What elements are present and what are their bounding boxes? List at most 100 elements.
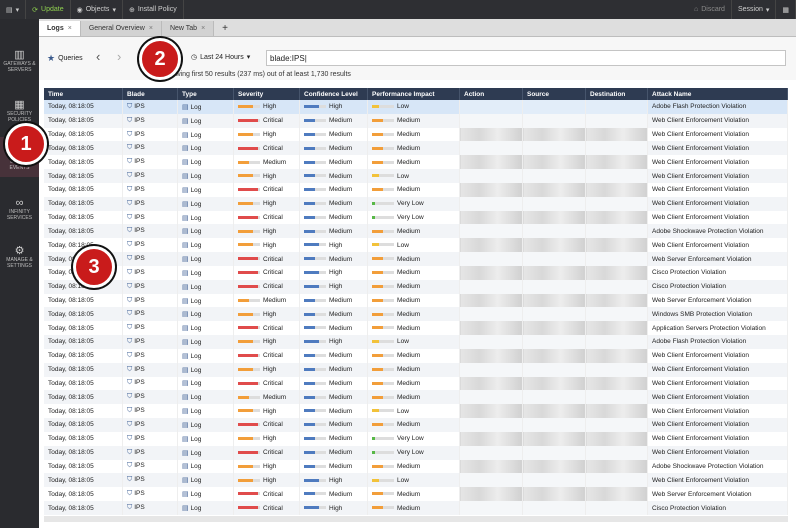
table-row[interactable]: Today, 08:18:05 ⛉ IPS ▤ Log High Medium Mediu… xyxy=(44,362,788,377)
table-row[interactable]: Today, 08:18:05 ⛉ IPS ▤ Log Critical Medium M… xyxy=(44,252,788,266)
shield-icon: ⛉ xyxy=(127,420,135,428)
nav-security-policies[interactable]: ▦ SECURITY POLICIES xyxy=(0,99,39,123)
table-row[interactable]: Today, 08:18:05 ⛉ IPS ▤ Log Critical Medium M… xyxy=(44,348,788,363)
table-row[interactable]: Today, 08:18:05 ⛉ IPS ▤ Log Critical Medium M… xyxy=(44,141,788,156)
level-bar xyxy=(372,298,394,302)
cell-confidence: High xyxy=(299,335,368,349)
table-row[interactable]: Today, 08:18:05 ⛉ IPS ▤ Log Critical High Med… xyxy=(44,501,788,515)
tab-logs[interactable]: Logs × xyxy=(39,21,81,36)
nav-gateways[interactable]: ▥ GATEWAYS & SERVERS xyxy=(0,49,39,73)
col-attack-name[interactable]: Attack Name xyxy=(647,88,788,100)
app-menu-button[interactable]: ▤ ▾ xyxy=(0,0,27,19)
table-row[interactable]: Today, 08:18:05 ⛉ IPS ▤ Log Critical High Med… xyxy=(44,279,788,294)
cell-type: ▤ Log xyxy=(177,376,234,391)
cell-confidence-text: High xyxy=(329,338,343,346)
table-row[interactable]: Today, 08:18:05 ⛉ IPS ▤ Log High Medium Low We… xyxy=(44,169,788,183)
table-row[interactable]: Today, 08:18:05 ⛉ IPS ▤ Log Critical Medium M… xyxy=(44,113,788,128)
cell-severity: Critical xyxy=(233,279,300,294)
cell-performance-text: Medium xyxy=(397,131,421,139)
tab-new[interactable]: New Tab × xyxy=(161,21,215,36)
session-menu[interactable]: Session ▾ xyxy=(732,0,777,19)
col-type[interactable]: Type xyxy=(177,88,234,100)
nav-manage-settings[interactable]: ⚙ MANAGE & SETTINGS xyxy=(0,245,39,269)
table-row[interactable]: Today, 08:18:05 ⛉ IPS ▤ Log High High Low Web … xyxy=(44,238,788,253)
close-icon[interactable]: × xyxy=(67,25,72,32)
update-button[interactable]: ⟳ Update xyxy=(26,0,71,19)
col-confidence[interactable]: Confidence Level xyxy=(299,88,368,100)
level-bar xyxy=(304,271,326,275)
install-policy-button[interactable]: ⊕ Install Policy xyxy=(123,0,184,19)
nav-infinity-services[interactable]: ∞ INFINITY SERVICES xyxy=(0,197,39,221)
cell-action xyxy=(459,265,523,280)
discard-button[interactable]: ⌂ Discard xyxy=(688,0,732,19)
table-row[interactable]: Today, 08:18:05 ⛉ IPS ▤ Log High Medium Mediu… xyxy=(44,224,788,239)
table-row[interactable]: Today, 08:18:05 ⛉ IPS ▤ Log High Medium Mediu… xyxy=(44,307,788,322)
level-bar xyxy=(238,506,260,510)
table-row[interactable]: Today, 08:18:05 ⛉ IPS ▤ Log High Medium Very … xyxy=(44,431,788,446)
infinity-icon: ∞ xyxy=(15,197,24,209)
col-time[interactable]: Time xyxy=(44,88,123,100)
log-icon: ▤ xyxy=(182,352,191,360)
cell-time: Today, 08:18:05 xyxy=(44,418,123,432)
table-row[interactable]: Today, 08:18:05 ⛉ IPS ▤ Log High Medium Mediu… xyxy=(44,459,788,474)
cell-severity: Critical xyxy=(233,418,300,432)
table-row[interactable]: Today, 08:18:05 ⛉ IPS ▤ Log Critical Medium M… xyxy=(44,321,788,336)
col-performance[interactable]: Performance Impact xyxy=(367,88,460,100)
close-icon[interactable]: × xyxy=(201,25,206,32)
table-row[interactable]: Today, 08:18:05 ⛉ IPS ▤ Log High High Low Adob… xyxy=(44,100,788,114)
search-input[interactable]: blade:IPS| xyxy=(266,50,786,66)
cell-performance: Low xyxy=(367,404,460,419)
table-row[interactable]: Today, 08:18:05 ⛉ IPS ▤ Log Critical Medium M… xyxy=(44,376,788,391)
level-bar xyxy=(372,284,394,288)
cell-action xyxy=(459,141,523,156)
cell-confidence-text: Medium xyxy=(329,407,353,415)
forward-button[interactable]: › xyxy=(117,49,121,64)
cell-severity: Critical xyxy=(233,376,300,391)
close-icon[interactable]: × xyxy=(148,25,153,32)
table-row[interactable]: Today, 08:18:05 ⛉ IPS ▤ Log High High Low Web … xyxy=(44,473,788,488)
table-row[interactable]: Today, 08:18:05 ⛉ IPS ▤ Log High Medium Low We… xyxy=(44,404,788,419)
cell-blade: ⛉ IPS xyxy=(122,113,178,128)
cell-confidence-text: High xyxy=(329,476,343,484)
table-row[interactable]: Today, 08:18:05 ⛉ IPS ▤ Log High Medium Very … xyxy=(44,196,788,211)
table-row[interactable]: Today, 08:18:05 ⛉ IPS ▤ Log Critical High Med… xyxy=(44,265,788,280)
tab-general-overview[interactable]: General Overview × xyxy=(80,21,162,36)
cell-type-text: Log xyxy=(190,352,202,360)
col-blade[interactable]: Blade xyxy=(122,88,178,100)
shield-icon: ⛉ xyxy=(127,144,135,152)
table-row[interactable]: Today, 08:18:05 ⛉ IPS ▤ Log Critical Medium M… xyxy=(44,418,788,432)
objects-menu[interactable]: ◉ Objects ▾ xyxy=(71,0,123,19)
cell-time: Today, 08:18:05 xyxy=(44,196,123,211)
col-source[interactable]: Source xyxy=(522,88,586,100)
col-destination[interactable]: Destination xyxy=(585,88,648,100)
table-row[interactable]: Today, 08:18:05 ⛉ IPS ▤ Log Medium Medium Med… xyxy=(44,155,788,170)
back-button[interactable]: ‹ xyxy=(96,49,100,64)
table-row[interactable]: Today, 08:18:05 ⛉ IPS ▤ Log Critical Medium V… xyxy=(44,210,788,225)
table-row[interactable]: Today, 08:18:05 ⛉ IPS ▤ Log Critical Medium M… xyxy=(44,487,788,502)
cell-action xyxy=(459,155,523,170)
cell-type: ▤ Log xyxy=(177,390,234,405)
col-action[interactable]: Action xyxy=(459,88,523,100)
cell-confidence-text: Medium xyxy=(329,131,353,139)
cell-action xyxy=(459,293,523,308)
level-bar xyxy=(304,132,326,136)
table-row[interactable]: Today, 08:18:05 ⛉ IPS ▤ Log Medium Medium Med… xyxy=(44,293,788,308)
layout-button[interactable]: ▦ xyxy=(776,0,796,19)
cell-performance-text: Medium xyxy=(397,393,421,401)
queries-button[interactable]: ★ Queries xyxy=(47,53,83,64)
horizontal-scrollbar[interactable] xyxy=(44,516,788,522)
col-severity[interactable]: Severity xyxy=(233,88,300,100)
table-row[interactable]: Today, 08:18:05 ⛉ IPS ▤ Log Critical Medium M… xyxy=(44,182,788,197)
add-tab-button[interactable]: + xyxy=(214,21,236,36)
cell-action xyxy=(459,210,523,225)
table-row[interactable]: Today, 08:18:05 ⛉ IPS ▤ Log Medium Medium Med… xyxy=(44,390,788,405)
level-bar xyxy=(304,326,326,330)
table-row[interactable]: Today, 08:18:05 ⛉ IPS ▤ Log High High Low Adob… xyxy=(44,335,788,349)
cell-action xyxy=(459,224,523,239)
cell-attack-name: Web Client Enforcement Violation xyxy=(647,210,788,225)
table-row[interactable]: Today, 08:18:05 ⛉ IPS ▤ Log Critical Medium V… xyxy=(44,445,788,460)
cell-performance: Medium xyxy=(367,376,460,391)
time-range-select[interactable]: ◷ Last 24 Hours ▾ xyxy=(191,53,250,62)
table-row[interactable]: Today, 08:18:05 ⛉ IPS ▤ Log High Medium Mediu… xyxy=(44,127,788,142)
cell-time: Today, 08:18:05 xyxy=(44,473,123,488)
